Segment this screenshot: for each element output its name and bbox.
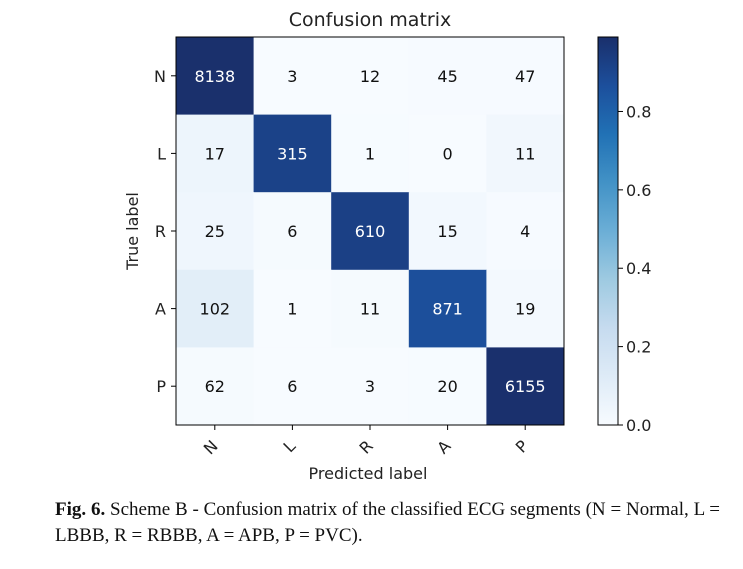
matrix-cell	[176, 37, 255, 116]
matrix-cell	[331, 269, 410, 348]
y-tick-label: A	[155, 300, 166, 319]
cell-value-label: 0	[443, 144, 453, 163]
colorbar-tick-label: 0.4	[626, 259, 651, 278]
matrix-cell	[253, 114, 332, 193]
caption-text: Scheme B - Confusion matrix of the class…	[55, 499, 721, 546]
cell-value-label: 6	[287, 377, 297, 396]
cell-value-label: 315	[277, 144, 308, 163]
matrix-cell	[176, 347, 255, 426]
x-tick-label: P	[512, 436, 533, 457]
matrix-cell	[408, 347, 487, 426]
chart-title: Confusion matrix	[289, 9, 451, 31]
x-tick-label: R	[356, 436, 377, 457]
cell-value-label: 19	[515, 300, 535, 319]
cell-value-label: 11	[360, 300, 380, 319]
cell-value-label: 15	[437, 222, 457, 241]
matrix-cells	[176, 37, 565, 426]
cell-value-label: 3	[287, 67, 297, 86]
cell-value-label: 11	[515, 144, 535, 163]
colorbar-tick-label: 0.0	[626, 416, 651, 435]
x-tick-label: L	[279, 436, 299, 456]
matrix-cell	[331, 37, 410, 116]
matrix-cell	[331, 347, 410, 426]
matrix-cell	[408, 37, 487, 116]
colorbar-tick-label: 0.8	[626, 102, 651, 121]
colorbar-tick-label: 0.6	[626, 181, 651, 200]
x-tick-label: N	[200, 436, 222, 458]
matrix-cell	[408, 269, 487, 348]
y-tick-label: L	[157, 144, 166, 163]
cell-value-label: 1	[287, 300, 297, 319]
cell-value-label: 20	[437, 377, 457, 396]
cell-value-label: 47	[515, 67, 535, 86]
cell-value-label: 610	[355, 222, 386, 241]
cell-value-label: 4	[520, 222, 530, 241]
matrix-cell	[176, 269, 255, 348]
matrix-cell	[486, 269, 565, 348]
x-tick-label: A	[433, 436, 454, 457]
cell-value-label: 25	[205, 222, 225, 241]
matrix-cell	[331, 114, 410, 193]
matrix-cell	[176, 192, 255, 271]
cell-value-label: 3	[365, 377, 375, 396]
y-axis-ticks: N L R A P	[154, 67, 176, 396]
cell-value-label: 45	[437, 67, 457, 86]
cell-value-label: 1	[365, 144, 375, 163]
figure-caption: Fig. 6. Scheme B - Confusion matrix of t…	[55, 497, 720, 549]
matrix-cell	[253, 347, 332, 426]
y-tick-label: N	[154, 67, 166, 86]
matrix-cell	[253, 37, 332, 116]
cell-value-label: 8138	[194, 67, 235, 86]
colorbar	[597, 36, 619, 426]
matrix-cell	[253, 269, 332, 348]
matrix-cell	[486, 114, 565, 193]
cell-value-label: 12	[360, 67, 380, 86]
matrix-cell	[176, 114, 255, 193]
caption-label: Fig. 6.	[55, 499, 106, 520]
matrix-cell	[331, 192, 410, 271]
y-tick-label: R	[155, 222, 166, 241]
cell-value-label: 6155	[505, 377, 546, 396]
colorbar-tick-label: 0.2	[626, 338, 651, 357]
cell-value-label: 62	[205, 377, 225, 396]
y-tick-label: P	[156, 377, 166, 396]
cell-value-label: 102	[200, 300, 231, 319]
x-axis-label: Predicted label	[309, 464, 428, 483]
y-axis-label: True label	[123, 192, 142, 271]
matrix-cell	[486, 192, 565, 271]
matrix-cell	[486, 37, 565, 116]
cell-value-label: 871	[432, 300, 463, 319]
colorbar-ticks: 0.0 0.2 0.4 0.6 0.8	[618, 102, 651, 435]
cell-value-label: 6	[287, 222, 297, 241]
matrix-cell	[486, 347, 565, 426]
matrix-cell	[408, 192, 487, 271]
matrix-cell	[253, 192, 332, 271]
matrix-cell	[408, 114, 487, 193]
cell-value-label: 17	[205, 144, 225, 163]
